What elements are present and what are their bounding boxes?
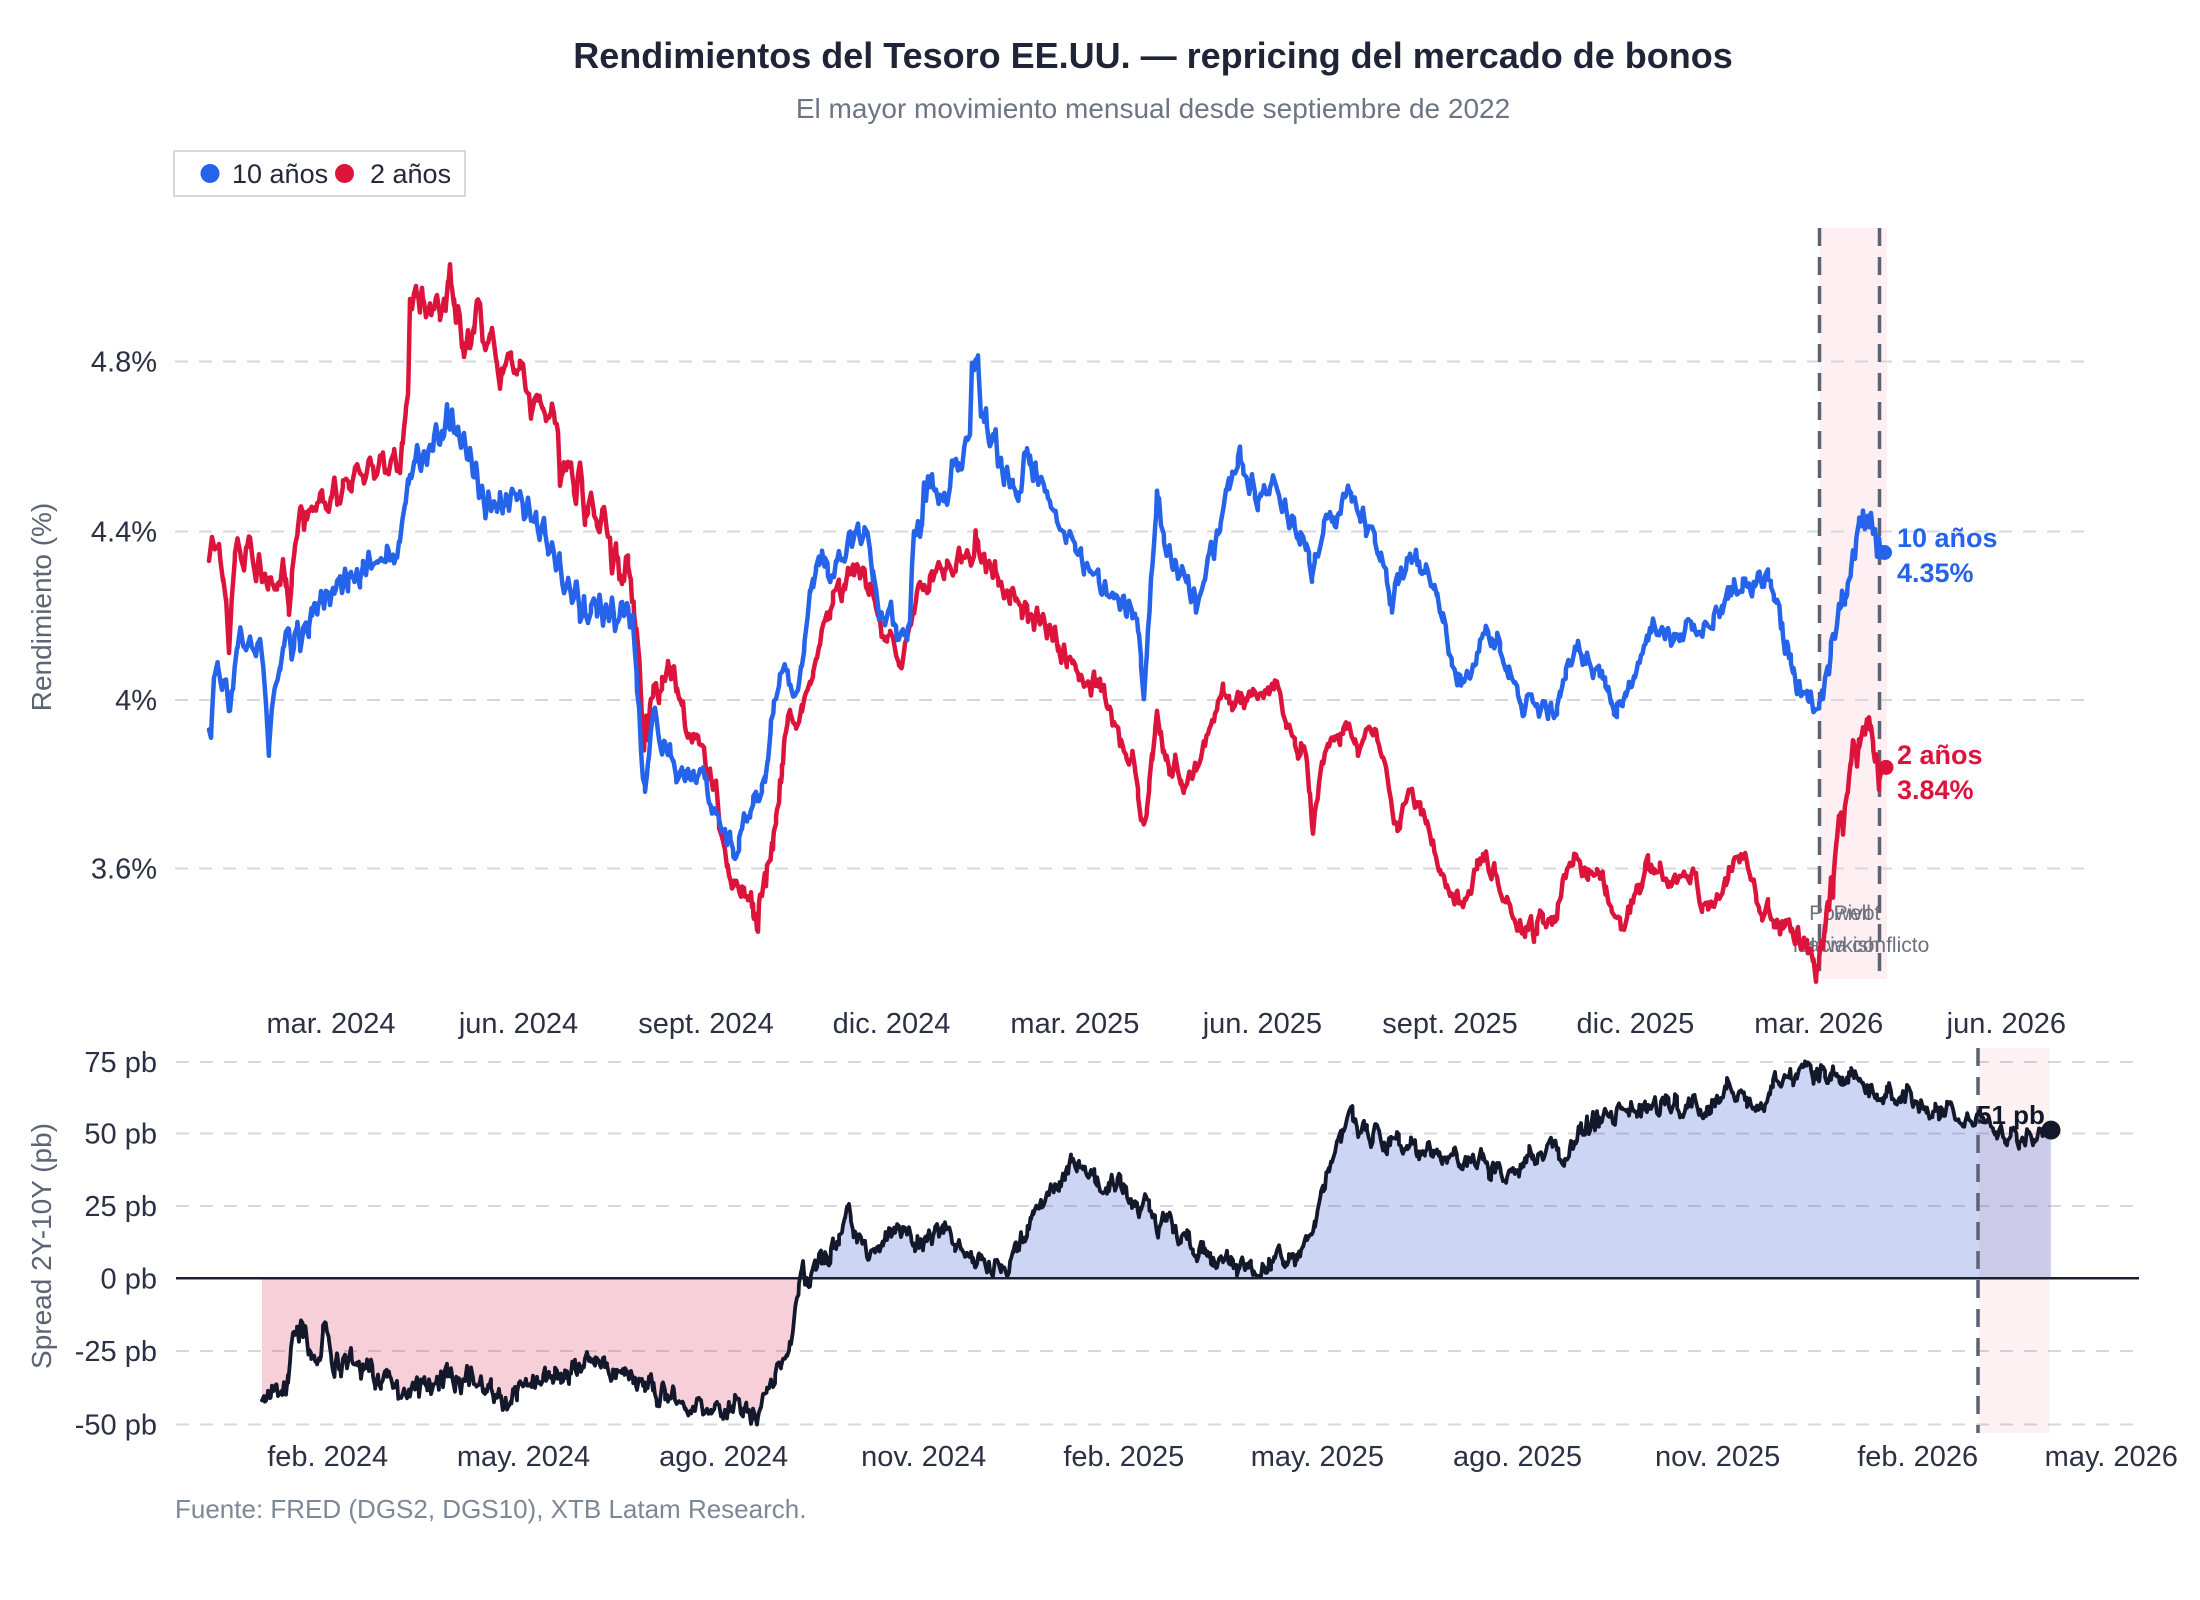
svg-text:feb. 2026: feb. 2026 <box>1857 1441 1978 1473</box>
svg-text:50 pb: 50 pb <box>84 1119 157 1151</box>
svg-text:mar. 2025: mar. 2025 <box>1010 1008 1139 1040</box>
svg-text:4.35%: 4.35% <box>1897 558 1974 588</box>
svg-text:3.84%: 3.84% <box>1897 775 1974 805</box>
svg-text:0 pb: 0 pb <box>101 1263 157 1295</box>
svg-text:feb. 2024: feb. 2024 <box>267 1441 388 1473</box>
svg-text:mar. 2026: mar. 2026 <box>1754 1008 1883 1040</box>
svg-text:4.8%: 4.8% <box>91 347 157 379</box>
svg-text:jun. 2026: jun. 2026 <box>1946 1008 2066 1040</box>
svg-text:75 pb: 75 pb <box>84 1047 157 1079</box>
svg-text:10 años: 10 años <box>1897 523 1998 553</box>
svg-text:2 años: 2 años <box>370 159 451 189</box>
svg-text:nov. 2025: nov. 2025 <box>1655 1441 1780 1473</box>
svg-text:3.6%: 3.6% <box>91 854 157 886</box>
svg-text:dic. 2024: dic. 2024 <box>833 1008 951 1040</box>
svg-text:nov. 2024: nov. 2024 <box>861 1441 986 1473</box>
svg-text:-25 pb: -25 pb <box>75 1336 157 1368</box>
svg-text:2 años: 2 años <box>1897 740 1983 770</box>
svg-text:jun. 2024: jun. 2024 <box>458 1008 578 1040</box>
svg-text:El mayor movimiento mensual de: El mayor movimiento mensual desde septie… <box>796 93 1510 124</box>
svg-text:ago. 2024: ago. 2024 <box>659 1441 788 1473</box>
svg-text:4.4%: 4.4% <box>91 517 157 549</box>
svg-text:Hacia conflicto: Hacia conflicto <box>1793 934 1930 957</box>
svg-text:sept. 2024: sept. 2024 <box>638 1008 773 1040</box>
svg-text:may. 2024: may. 2024 <box>457 1441 590 1473</box>
svg-text:10 años: 10 años <box>232 159 328 189</box>
svg-text:feb. 2025: feb. 2025 <box>1063 1441 1184 1473</box>
svg-text:4%: 4% <box>115 685 157 717</box>
svg-text:25 pb: 25 pb <box>84 1191 157 1223</box>
svg-text:jun. 2025: jun. 2025 <box>1202 1008 1322 1040</box>
svg-text:sept. 2025: sept. 2025 <box>1382 1008 1517 1040</box>
svg-text:mar. 2024: mar. 2024 <box>267 1008 396 1040</box>
svg-text:51 pb: 51 pb <box>1977 1100 2045 1130</box>
svg-text:-50 pb: -50 pb <box>75 1410 157 1442</box>
svg-text:may. 2025: may. 2025 <box>1251 1441 1384 1473</box>
svg-text:ago. 2025: ago. 2025 <box>1453 1441 1582 1473</box>
svg-text:Spread 2Y-10Y (pb): Spread 2Y-10Y (pb) <box>26 1123 57 1369</box>
svg-text:dic. 2025: dic. 2025 <box>1577 1008 1695 1040</box>
svg-text:may. 2026: may. 2026 <box>2045 1441 2178 1473</box>
svg-text:Rendimientos del Tesoro EE.UU.: Rendimientos del Tesoro EE.UU. — reprici… <box>573 35 1733 76</box>
svg-text:Pivot: Pivot <box>1834 902 1881 925</box>
svg-text:Fuente: FRED (DGS2, DGS10), XT: Fuente: FRED (DGS2, DGS10), XTB Latam Re… <box>175 1494 806 1524</box>
svg-text:Rendimiento (%): Rendimiento (%) <box>26 503 57 712</box>
